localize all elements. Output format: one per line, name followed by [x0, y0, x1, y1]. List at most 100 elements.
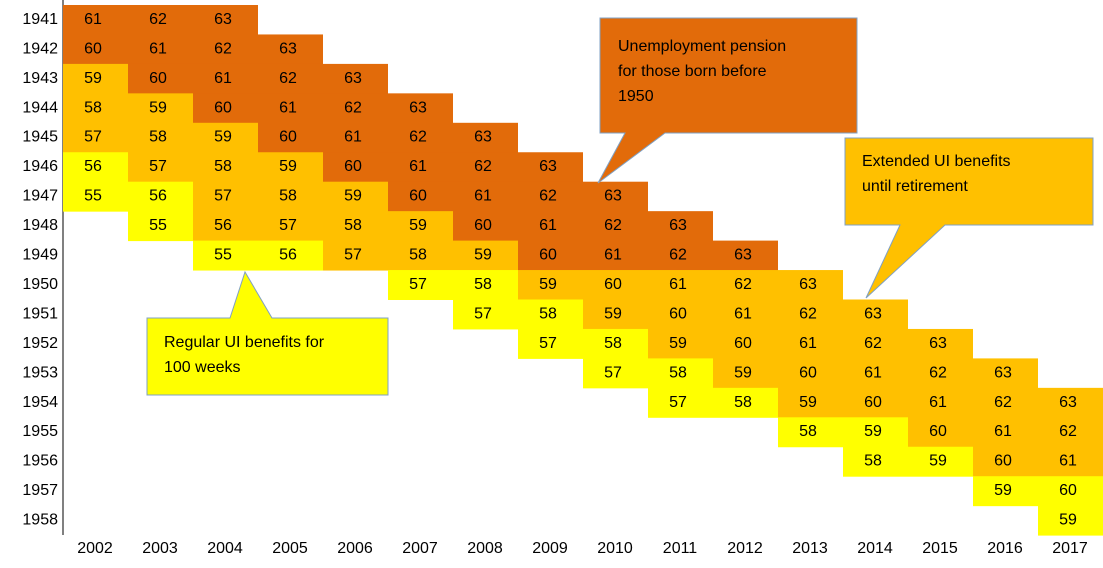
cell-value: 57: [669, 394, 687, 411]
row-label: 1944: [22, 99, 58, 116]
cell: [63, 93, 128, 124]
column-label: 2013: [792, 540, 828, 557]
cell: [583, 358, 648, 389]
cell: [908, 358, 973, 389]
cell-value: 59: [929, 453, 947, 470]
cell: [323, 122, 388, 153]
cell-value: 59: [994, 482, 1012, 499]
column-label: 2010: [597, 540, 633, 557]
cell: [778, 270, 843, 300]
cell-value: 55: [149, 217, 167, 234]
cell: [973, 387, 1038, 418]
cell-value: 62: [344, 99, 362, 116]
cell: [778, 358, 843, 389]
cell-value: 57: [84, 129, 102, 146]
cell-value: 56: [279, 247, 297, 264]
cell-value: 62: [734, 276, 752, 293]
cell-value: 58: [84, 99, 102, 116]
cell-value: 59: [799, 394, 817, 411]
row-label: 1950: [22, 276, 58, 293]
cell: [648, 387, 713, 418]
row-label: 1958: [22, 512, 58, 529]
cell: [973, 446, 1038, 477]
cell-value: 61: [84, 11, 102, 28]
cell: [518, 240, 583, 271]
cell: [388, 93, 453, 124]
cell: [388, 181, 453, 212]
cell-value: 63: [409, 99, 427, 116]
cell-value: 60: [539, 247, 557, 264]
cell: [258, 181, 323, 212]
cell: [648, 270, 713, 300]
cell: [388, 270, 453, 300]
column-label: 2004: [207, 540, 243, 557]
cell-value: 59: [539, 276, 557, 293]
cell-value: 62: [1059, 423, 1077, 440]
column-label: 2014: [857, 540, 893, 557]
cell-value: 57: [409, 276, 427, 293]
column-label: 2012: [727, 540, 763, 557]
cell: [63, 34, 128, 65]
cell-value: 56: [84, 158, 102, 175]
cell-value: 60: [84, 40, 102, 57]
cell: [323, 93, 388, 124]
cell: [648, 299, 713, 330]
cell-value: 60: [734, 335, 752, 352]
row-label: 1956: [22, 453, 58, 470]
column-label: 2016: [987, 540, 1023, 557]
cell: [128, 122, 193, 153]
cell-value: 57: [539, 335, 557, 352]
cell-value: 61: [734, 305, 752, 322]
cell: [63, 122, 128, 153]
cell-value: 57: [149, 158, 167, 175]
cell: [713, 270, 778, 300]
cell-value: 63: [214, 11, 232, 28]
cell-value: 63: [669, 217, 687, 234]
cell-value: 55: [84, 188, 102, 205]
cell-value: 61: [539, 217, 557, 234]
cell-value: 62: [214, 40, 232, 57]
cell-value: 57: [474, 305, 492, 322]
cell-value: 60: [409, 188, 427, 205]
cell: [258, 152, 323, 183]
cell: [193, 122, 258, 153]
cell: [583, 211, 648, 242]
cell: [518, 152, 583, 183]
cell: [843, 387, 908, 418]
cell-value: 59: [279, 158, 297, 175]
cell-value: 63: [539, 158, 557, 175]
cell: [388, 122, 453, 153]
cell: [193, 211, 258, 242]
cell: [453, 122, 518, 153]
cell: [258, 240, 323, 271]
row-label: 1949: [22, 247, 58, 264]
cell-value: 58: [214, 158, 232, 175]
cell-value: 60: [279, 129, 297, 146]
cell-value: 59: [864, 423, 882, 440]
cell-value: 58: [669, 364, 687, 381]
cell: [843, 358, 908, 389]
cell: [583, 270, 648, 300]
cell-value: 62: [929, 364, 947, 381]
row-label: 1946: [22, 158, 58, 175]
callout-text: Regular UI benefits for: [164, 334, 325, 351]
cell-value: 63: [799, 276, 817, 293]
cell-value: 59: [669, 335, 687, 352]
cell-value: 60: [344, 158, 362, 175]
column-label: 2007: [402, 540, 438, 557]
callout-shape: [146, 270, 389, 396]
cell-value: 61: [214, 70, 232, 87]
cell-value: 60: [799, 364, 817, 381]
cell-value: 63: [604, 188, 622, 205]
column-label: 2015: [922, 540, 958, 557]
cell: [778, 417, 843, 448]
cell-value: 61: [1059, 453, 1077, 470]
cell-value: 58: [539, 305, 557, 322]
callout-text: 100 weeks: [164, 359, 241, 376]
cell-value: 63: [1059, 394, 1077, 411]
cell-value: 58: [279, 188, 297, 205]
cell: [323, 63, 388, 94]
cell: [518, 211, 583, 242]
cell: [648, 328, 713, 359]
